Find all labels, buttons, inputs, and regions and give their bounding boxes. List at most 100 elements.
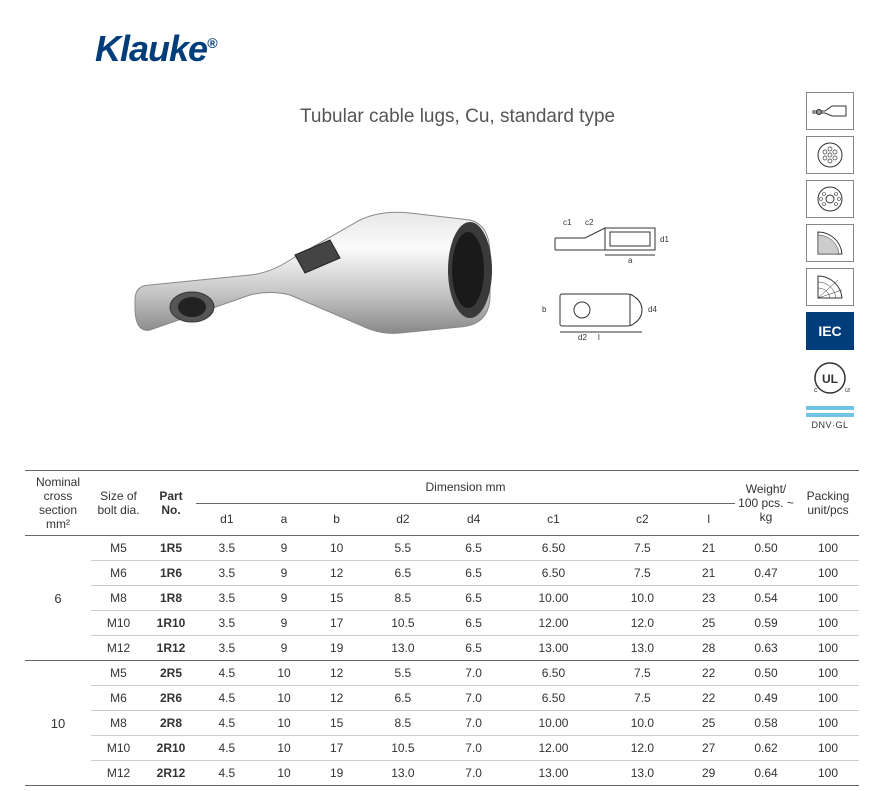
cell-d4: 7.0 [443, 686, 505, 711]
conductor-icon-2 [806, 180, 854, 218]
cell-bolt: M8 [91, 711, 146, 736]
cell-d4: 7.0 [443, 711, 505, 736]
cell-bolt: M5 [91, 661, 146, 686]
cell-d4: 6.5 [443, 536, 505, 561]
table-row: M61R63.59126.56.56.507.5210.47100 [25, 561, 859, 586]
cell-b: 19 [310, 761, 363, 786]
cell-b: 17 [310, 611, 363, 636]
cell-c1: 13.00 [504, 636, 602, 661]
cell-b: 15 [310, 586, 363, 611]
cell-b: 15 [310, 711, 363, 736]
iec-badge: IEC [806, 312, 854, 350]
col-weight: Weight/ 100 pcs. ~ kg [735, 471, 797, 536]
conductor-icon-1 [806, 136, 854, 174]
cell-a: 9 [258, 611, 311, 636]
cell-l: 25 [682, 611, 735, 636]
col-a: a [258, 503, 311, 536]
cell-a: 10 [258, 711, 311, 736]
cell-c1: 6.50 [504, 536, 602, 561]
cell-d2: 5.5 [363, 661, 443, 686]
cell-weight: 0.58 [735, 711, 797, 736]
cell-d2: 8.5 [363, 586, 443, 611]
col-b: b [310, 503, 363, 536]
cell-c1: 13.00 [504, 761, 602, 786]
cell-packing: 100 [797, 561, 859, 586]
cell-c2: 7.5 [602, 661, 682, 686]
cell-d2: 5.5 [363, 536, 443, 561]
table-row: M82R84.510158.57.010.0010.0250.58100 [25, 711, 859, 736]
svg-text:a: a [628, 256, 633, 265]
sector-icon-2 [806, 268, 854, 306]
cell-d1: 3.5 [196, 586, 258, 611]
col-dimension: Dimension mm [196, 471, 735, 504]
cell-part: 1R6 [146, 561, 196, 586]
page-title: Tubular cable lugs, Cu, standard type [300, 106, 615, 128]
cell-bolt: M6 [91, 686, 146, 711]
cell-d1: 4.5 [196, 761, 258, 786]
cell-part: 1R8 [146, 586, 196, 611]
product-photo [130, 185, 510, 365]
cell-part: 1R10 [146, 611, 196, 636]
cell-packing: 100 [797, 586, 859, 611]
cell-l: 21 [682, 561, 735, 586]
nominal-cell: 10 [25, 661, 91, 786]
cell-part: 1R5 [146, 536, 196, 561]
certification-icons: IEC ULcus DNV·GL [806, 92, 856, 430]
cell-weight: 0.64 [735, 761, 797, 786]
cell-weight: 0.49 [735, 686, 797, 711]
svg-text:UL: UL [822, 372, 838, 386]
cell-a: 9 [258, 586, 311, 611]
cell-bolt: M8 [91, 586, 146, 611]
sector-icon-1 [806, 224, 854, 262]
cell-d4: 6.5 [443, 586, 505, 611]
cell-a: 9 [258, 536, 311, 561]
svg-text:l: l [598, 333, 600, 342]
lug-type-icon [806, 92, 854, 130]
svg-text:d2: d2 [578, 333, 587, 342]
cell-packing: 100 [797, 536, 859, 561]
ul-badge: ULcus [806, 356, 854, 400]
cell-c2: 13.0 [602, 761, 682, 786]
cell-a: 10 [258, 761, 311, 786]
cell-d1: 3.5 [196, 611, 258, 636]
cell-d2: 8.5 [363, 711, 443, 736]
svg-text:c1: c1 [563, 218, 572, 227]
cell-bolt: M10 [91, 736, 146, 761]
cell-packing: 100 [797, 761, 859, 786]
cell-part: 2R12 [146, 761, 196, 786]
col-nominal: Nominal cross section mm² [25, 471, 91, 536]
cell-c2: 7.5 [602, 536, 682, 561]
cell-l: 22 [682, 686, 735, 711]
cell-d2: 13.0 [363, 636, 443, 661]
cell-b: 19 [310, 636, 363, 661]
cell-weight: 0.50 [735, 536, 797, 561]
cell-c1: 12.00 [504, 736, 602, 761]
cell-d2: 13.0 [363, 761, 443, 786]
cell-d4: 7.0 [443, 661, 505, 686]
cell-packing: 100 [797, 686, 859, 711]
col-packing: Packing unit/pcs [797, 471, 859, 536]
svg-text:b: b [542, 305, 547, 314]
cell-d1: 3.5 [196, 561, 258, 586]
cell-c2: 7.5 [602, 686, 682, 711]
brand-logo: Klauke® [95, 28, 859, 70]
col-part: Part No. [146, 471, 196, 536]
cell-part: 2R10 [146, 736, 196, 761]
cell-c2: 12.0 [602, 736, 682, 761]
cell-packing: 100 [797, 661, 859, 686]
cell-b: 12 [310, 661, 363, 686]
cell-a: 10 [258, 661, 311, 686]
cell-d1: 4.5 [196, 686, 258, 711]
table-row: M101R103.591710.56.512.0012.0250.59100 [25, 611, 859, 636]
col-d1: d1 [196, 503, 258, 536]
dimension-diagrams: a d1 c1 c2 l b d2 d4 [530, 210, 670, 359]
cell-d1: 4.5 [196, 661, 258, 686]
table-row: M81R83.59158.56.510.0010.0230.54100 [25, 586, 859, 611]
cell-a: 10 [258, 686, 311, 711]
col-l: l [682, 503, 735, 536]
cell-packing: 100 [797, 736, 859, 761]
cell-weight: 0.59 [735, 611, 797, 636]
cell-part: 2R8 [146, 711, 196, 736]
cell-c2: 7.5 [602, 561, 682, 586]
cell-bolt: M10 [91, 611, 146, 636]
